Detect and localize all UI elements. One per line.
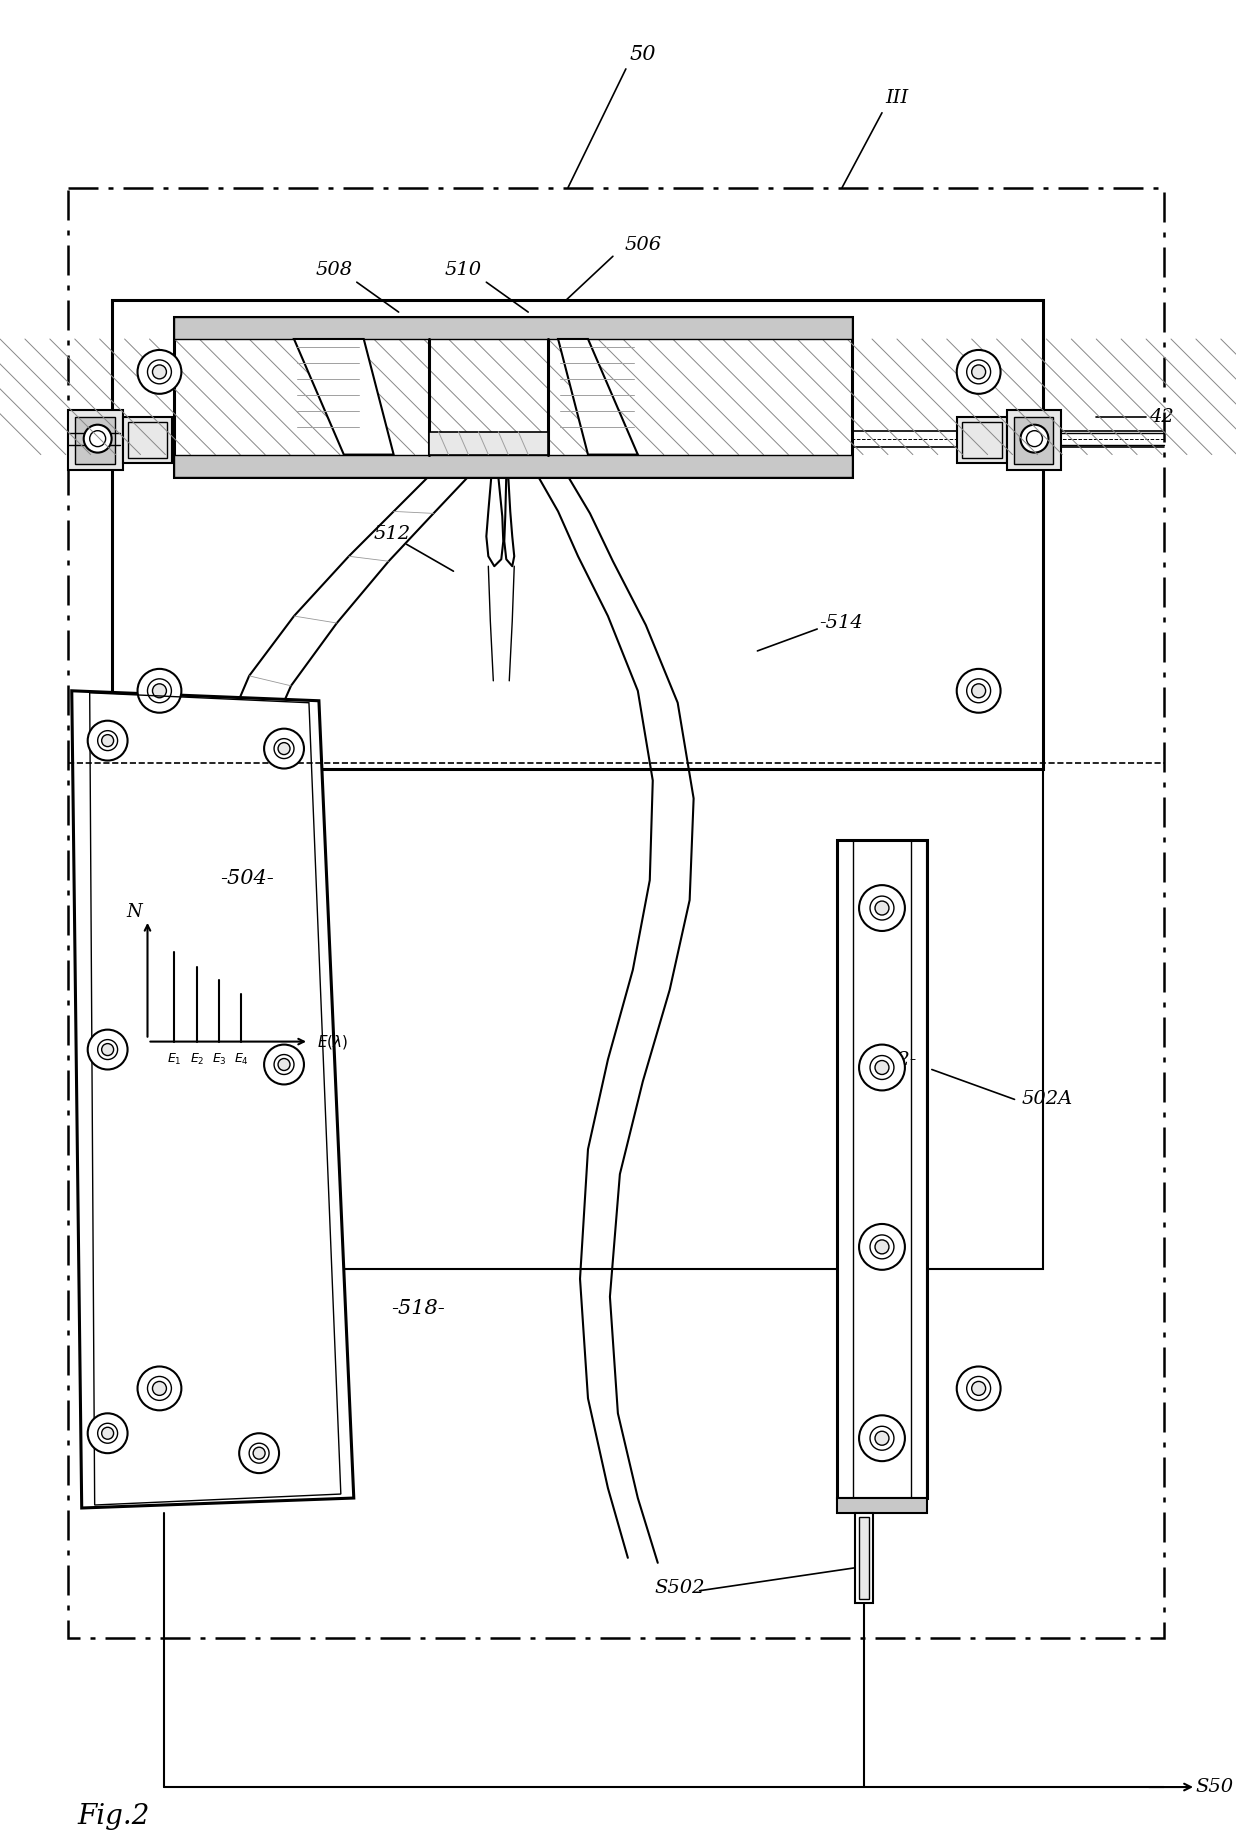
Circle shape (875, 1432, 889, 1445)
Text: S50: S50 (1195, 1779, 1234, 1795)
Text: -518-: -518- (392, 1299, 445, 1317)
Bar (962, 423, 1002, 458)
Text: $E_3$: $E_3$ (212, 1052, 227, 1066)
Circle shape (138, 1367, 181, 1410)
Bar (175, 317, 852, 339)
Bar (74, 417, 114, 463)
Circle shape (859, 1415, 905, 1461)
Bar (175, 454, 852, 476)
Bar (128, 423, 167, 458)
Circle shape (278, 1059, 290, 1070)
Bar (856, 1513, 873, 1603)
Text: 42: 42 (1148, 408, 1173, 426)
Text: N: N (126, 902, 143, 921)
Circle shape (138, 351, 181, 393)
Text: $E(\lambda)$: $E(\lambda)$ (317, 1033, 348, 1050)
Text: 502A: 502A (1022, 1090, 1073, 1109)
Circle shape (1021, 424, 1048, 452)
Circle shape (875, 1240, 889, 1255)
Text: 510: 510 (445, 262, 482, 279)
Text: -514: -514 (820, 614, 863, 633)
Circle shape (875, 1061, 889, 1074)
Bar (837, 839, 926, 1498)
Text: $E_4$: $E_4$ (233, 1052, 248, 1066)
Circle shape (859, 886, 905, 932)
Circle shape (138, 670, 181, 712)
Circle shape (957, 351, 1001, 393)
Text: $E_1$: $E_1$ (167, 1052, 182, 1066)
Bar (112, 760, 1043, 1269)
Bar (429, 432, 548, 454)
Circle shape (88, 1030, 128, 1070)
Circle shape (153, 365, 166, 378)
Text: Fig.2: Fig.2 (78, 1803, 150, 1830)
Circle shape (972, 365, 986, 378)
Bar (123, 417, 172, 463)
Circle shape (102, 734, 114, 747)
Circle shape (253, 1446, 265, 1459)
Circle shape (153, 684, 166, 697)
Bar (837, 1498, 926, 1513)
Circle shape (264, 1044, 304, 1085)
Bar (112, 301, 1043, 769)
Text: S502: S502 (655, 1579, 704, 1596)
Circle shape (102, 1428, 114, 1439)
Polygon shape (294, 339, 393, 454)
Circle shape (264, 729, 304, 769)
Text: 506: 506 (624, 236, 661, 255)
Bar (859, 1517, 869, 1598)
Text: 50: 50 (630, 46, 656, 65)
Bar (68, 188, 1164, 1638)
Polygon shape (72, 690, 353, 1507)
Circle shape (972, 684, 986, 697)
Circle shape (278, 744, 290, 755)
Bar (1013, 417, 1054, 463)
Text: III: III (885, 89, 909, 107)
Circle shape (102, 1044, 114, 1055)
Bar (957, 417, 1007, 463)
Text: -504-: -504- (221, 869, 274, 887)
Circle shape (88, 1413, 128, 1454)
Text: -502-: -502- (867, 1050, 918, 1068)
Circle shape (957, 1367, 1001, 1410)
Text: 512: 512 (373, 526, 410, 542)
Text: 508: 508 (315, 262, 352, 279)
Circle shape (875, 900, 889, 915)
Polygon shape (558, 339, 637, 454)
Circle shape (972, 1382, 986, 1395)
Circle shape (957, 670, 1001, 712)
Circle shape (88, 721, 128, 760)
Circle shape (859, 1044, 905, 1090)
Circle shape (153, 1382, 166, 1395)
Bar (175, 317, 852, 476)
Text: $E_2$: $E_2$ (190, 1052, 205, 1066)
Circle shape (859, 1223, 905, 1269)
Circle shape (84, 424, 112, 452)
Bar (1007, 410, 1061, 469)
Circle shape (239, 1434, 279, 1472)
Bar (68, 410, 123, 469)
